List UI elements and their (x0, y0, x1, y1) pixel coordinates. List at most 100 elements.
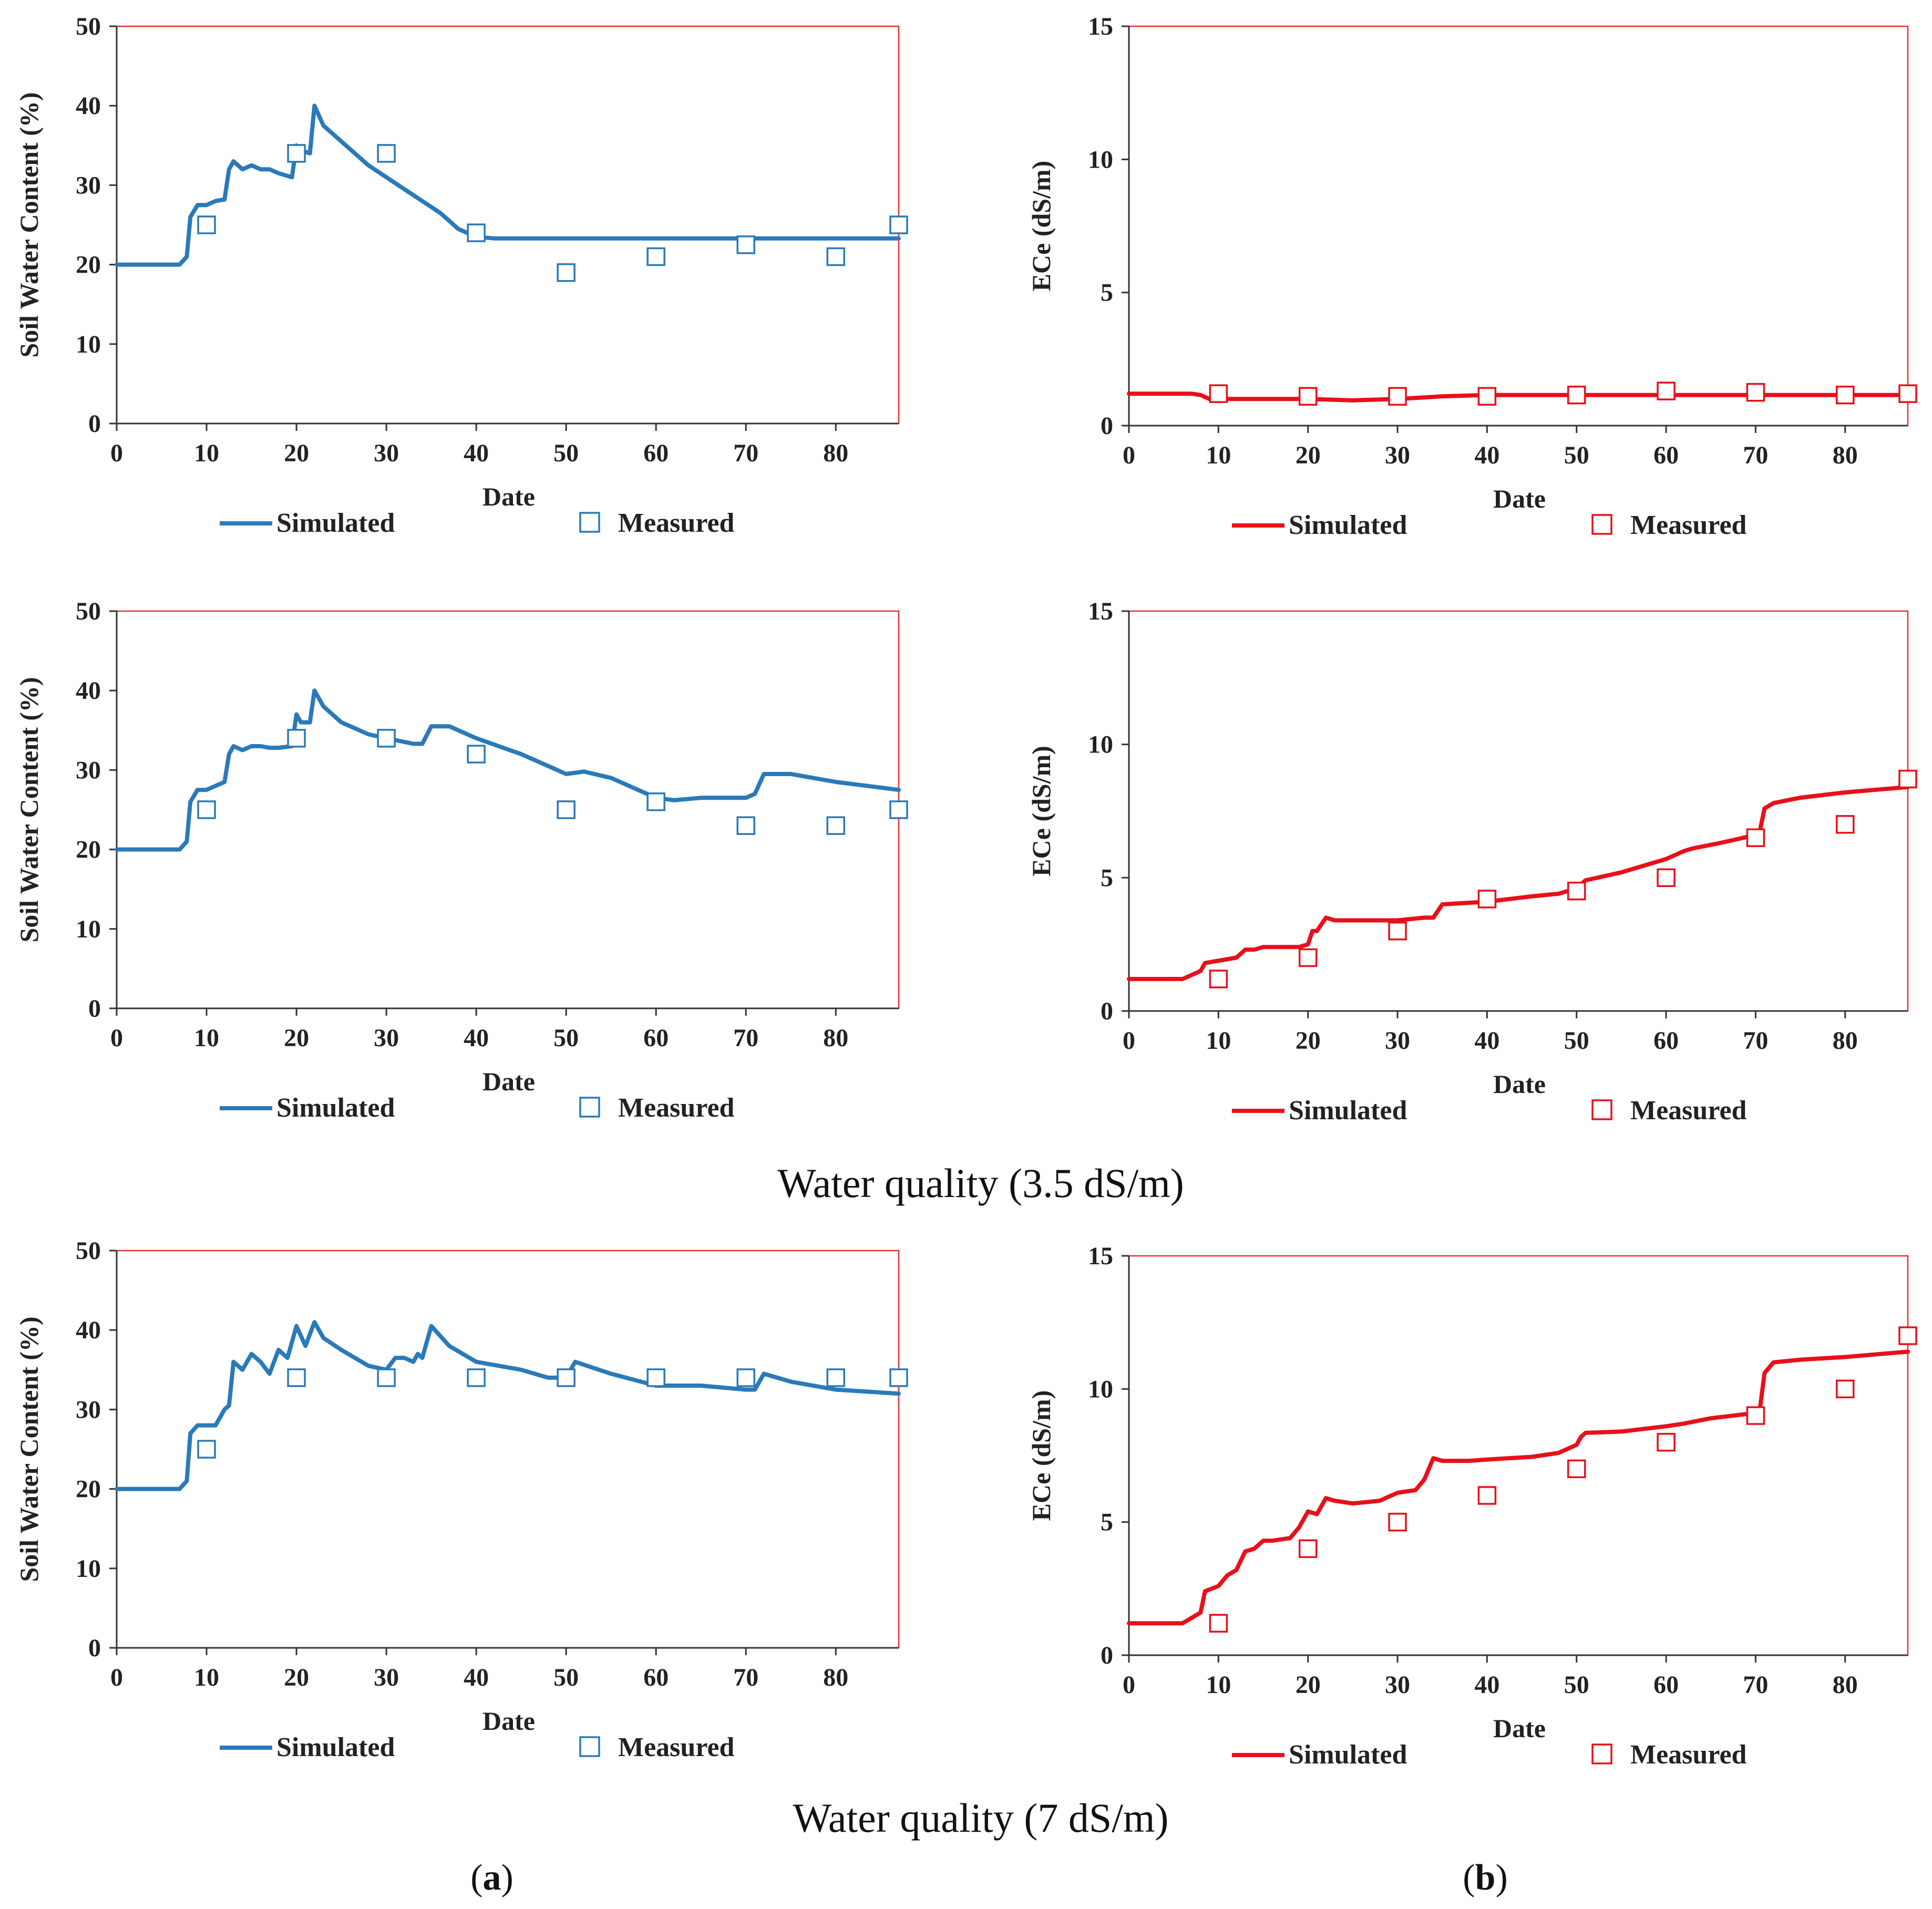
x-tick-label: 60 (643, 1024, 669, 1052)
measured-point (557, 263, 576, 282)
x-tick-label: 30 (1385, 1027, 1410, 1055)
measured-point (1388, 1512, 1407, 1532)
measured-point (736, 816, 755, 835)
x-tick-label: 60 (643, 439, 669, 467)
plot-frame (116, 610, 900, 1009)
measured-point (1298, 387, 1318, 406)
y-tick-label: 0 (88, 1634, 101, 1662)
x-tick-label: 20 (284, 439, 309, 467)
y-tick-label: 20 (76, 836, 101, 864)
x-tick-label: 30 (374, 439, 399, 467)
plot-frame (116, 25, 900, 425)
measured-point (377, 729, 396, 748)
measured-point (826, 1368, 846, 1387)
x-tick-label: 70 (1743, 1671, 1768, 1699)
measured-point (197, 1440, 216, 1459)
y-tick-label: 20 (76, 1475, 101, 1503)
legend-measured-swatch (579, 1097, 600, 1118)
plot-frame (116, 1250, 900, 1649)
x-tick-label: 0 (110, 1024, 123, 1052)
x-tick-label: 60 (1653, 1671, 1679, 1699)
y-tick-label: 10 (1088, 731, 1113, 759)
measured-point (889, 1368, 908, 1387)
measured-point (736, 1368, 755, 1387)
measured-point (1477, 387, 1497, 406)
y-tick-label: 15 (1088, 1242, 1113, 1270)
y-tick-label: 5 (1101, 279, 1113, 307)
legend-measured-swatch (579, 512, 600, 533)
measured-point (197, 800, 216, 819)
y-tick-label: 50 (76, 1237, 101, 1265)
x-tick-label: 50 (1564, 441, 1589, 469)
legend-simulated-label: Simulated (276, 1732, 395, 1762)
y-axis-label: Soil Water Content (%) (14, 92, 44, 357)
y-axis-label: ECe (dS/m) (1026, 1390, 1056, 1521)
x-tick-label: 30 (374, 1664, 399, 1691)
y-tick-label: 50 (76, 13, 101, 40)
measured-point (1567, 881, 1586, 901)
measured-point (1657, 381, 1676, 400)
x-tick-label: 80 (823, 1664, 848, 1691)
simulated-series-line (1127, 1349, 1910, 1626)
caption-3-5-dsm: Water quality (3.5 dS/m) (777, 1160, 1184, 1206)
y-tick-label: 30 (76, 171, 101, 199)
x-tick-label: 50 (553, 1664, 579, 1691)
legend-measured-label: Measured (1630, 1740, 1747, 1770)
measured-point (826, 247, 846, 266)
y-tick-label: 0 (1101, 1642, 1113, 1669)
x-tick-label: 10 (1206, 1027, 1231, 1055)
y-tick-label: 10 (1088, 146, 1113, 173)
x-axis-label: Date (1493, 484, 1546, 513)
measured-point (1567, 1459, 1586, 1479)
simulated-series-line (115, 1320, 901, 1491)
x-tick-label: 10 (1206, 441, 1231, 469)
x-tick-label: 20 (1296, 1671, 1321, 1699)
measured-point (1477, 1486, 1497, 1505)
y-tick-label: 5 (1101, 1509, 1113, 1536)
x-tick-label: 0 (110, 1664, 123, 1691)
x-tick-label: 70 (1743, 441, 1768, 469)
chart-b2: 0 5 10 15 0 10 20 30 40 50 60 70 80 Date ECe (dS/m) Sim… (1026, 597, 1917, 1126)
x-tick-label: 0 (1123, 1027, 1135, 1055)
measured-point (646, 1368, 665, 1387)
legend-measured-label: Measured (1630, 510, 1747, 540)
x-tick-label: 80 (1833, 1027, 1858, 1055)
measured-point (736, 235, 755, 254)
measured-point (646, 792, 665, 811)
x-tick-label: 20 (1296, 441, 1321, 469)
measured-point (1836, 1379, 1855, 1399)
y-tick-label: 30 (76, 756, 101, 784)
x-tick-label: 40 (464, 1024, 489, 1052)
measured-point (1836, 385, 1855, 405)
measured-point (1898, 384, 1917, 403)
chart-a1: 0 10 20 30 40 50 0 10 20 30 40 50 60 70 80 Date Soil Wat… (14, 13, 908, 538)
y-axis-label: Soil Water Content (%) (14, 1316, 44, 1582)
measured-point (287, 144, 306, 163)
measured-point (1746, 1406, 1765, 1425)
measured-point (1898, 1326, 1917, 1345)
y-tick-label: 50 (76, 597, 101, 625)
measured-point (197, 215, 216, 234)
legend-measured-swatch (579, 1736, 600, 1757)
x-axis-label: Date (482, 1706, 535, 1736)
measured-point (377, 144, 396, 163)
measured-point (287, 729, 306, 748)
x-tick-label: 0 (1123, 1671, 1135, 1699)
x-tick-label: 70 (733, 1024, 758, 1052)
x-axis-label: Date (482, 1067, 535, 1096)
measured-point (889, 215, 908, 234)
simulated-series-line (1127, 391, 1910, 403)
x-tick-label: 40 (1474, 1671, 1499, 1699)
x-tick-label: 80 (823, 1024, 848, 1052)
measured-point (1298, 1539, 1318, 1559)
x-axis-label: Date (482, 482, 535, 511)
x-tick-label: 10 (194, 439, 219, 467)
measured-point (1209, 384, 1228, 403)
y-tick-label: 0 (1101, 412, 1113, 440)
chart-a3: 0 10 20 30 40 50 0 10 20 30 40 50 60 70 80 Date Soil Wat… (14, 1237, 908, 1762)
measured-point (1657, 1432, 1676, 1452)
y-tick-label: 40 (76, 1316, 101, 1344)
y-tick-label: 0 (88, 995, 101, 1023)
measured-point (467, 745, 486, 763)
measured-point (889, 800, 908, 819)
